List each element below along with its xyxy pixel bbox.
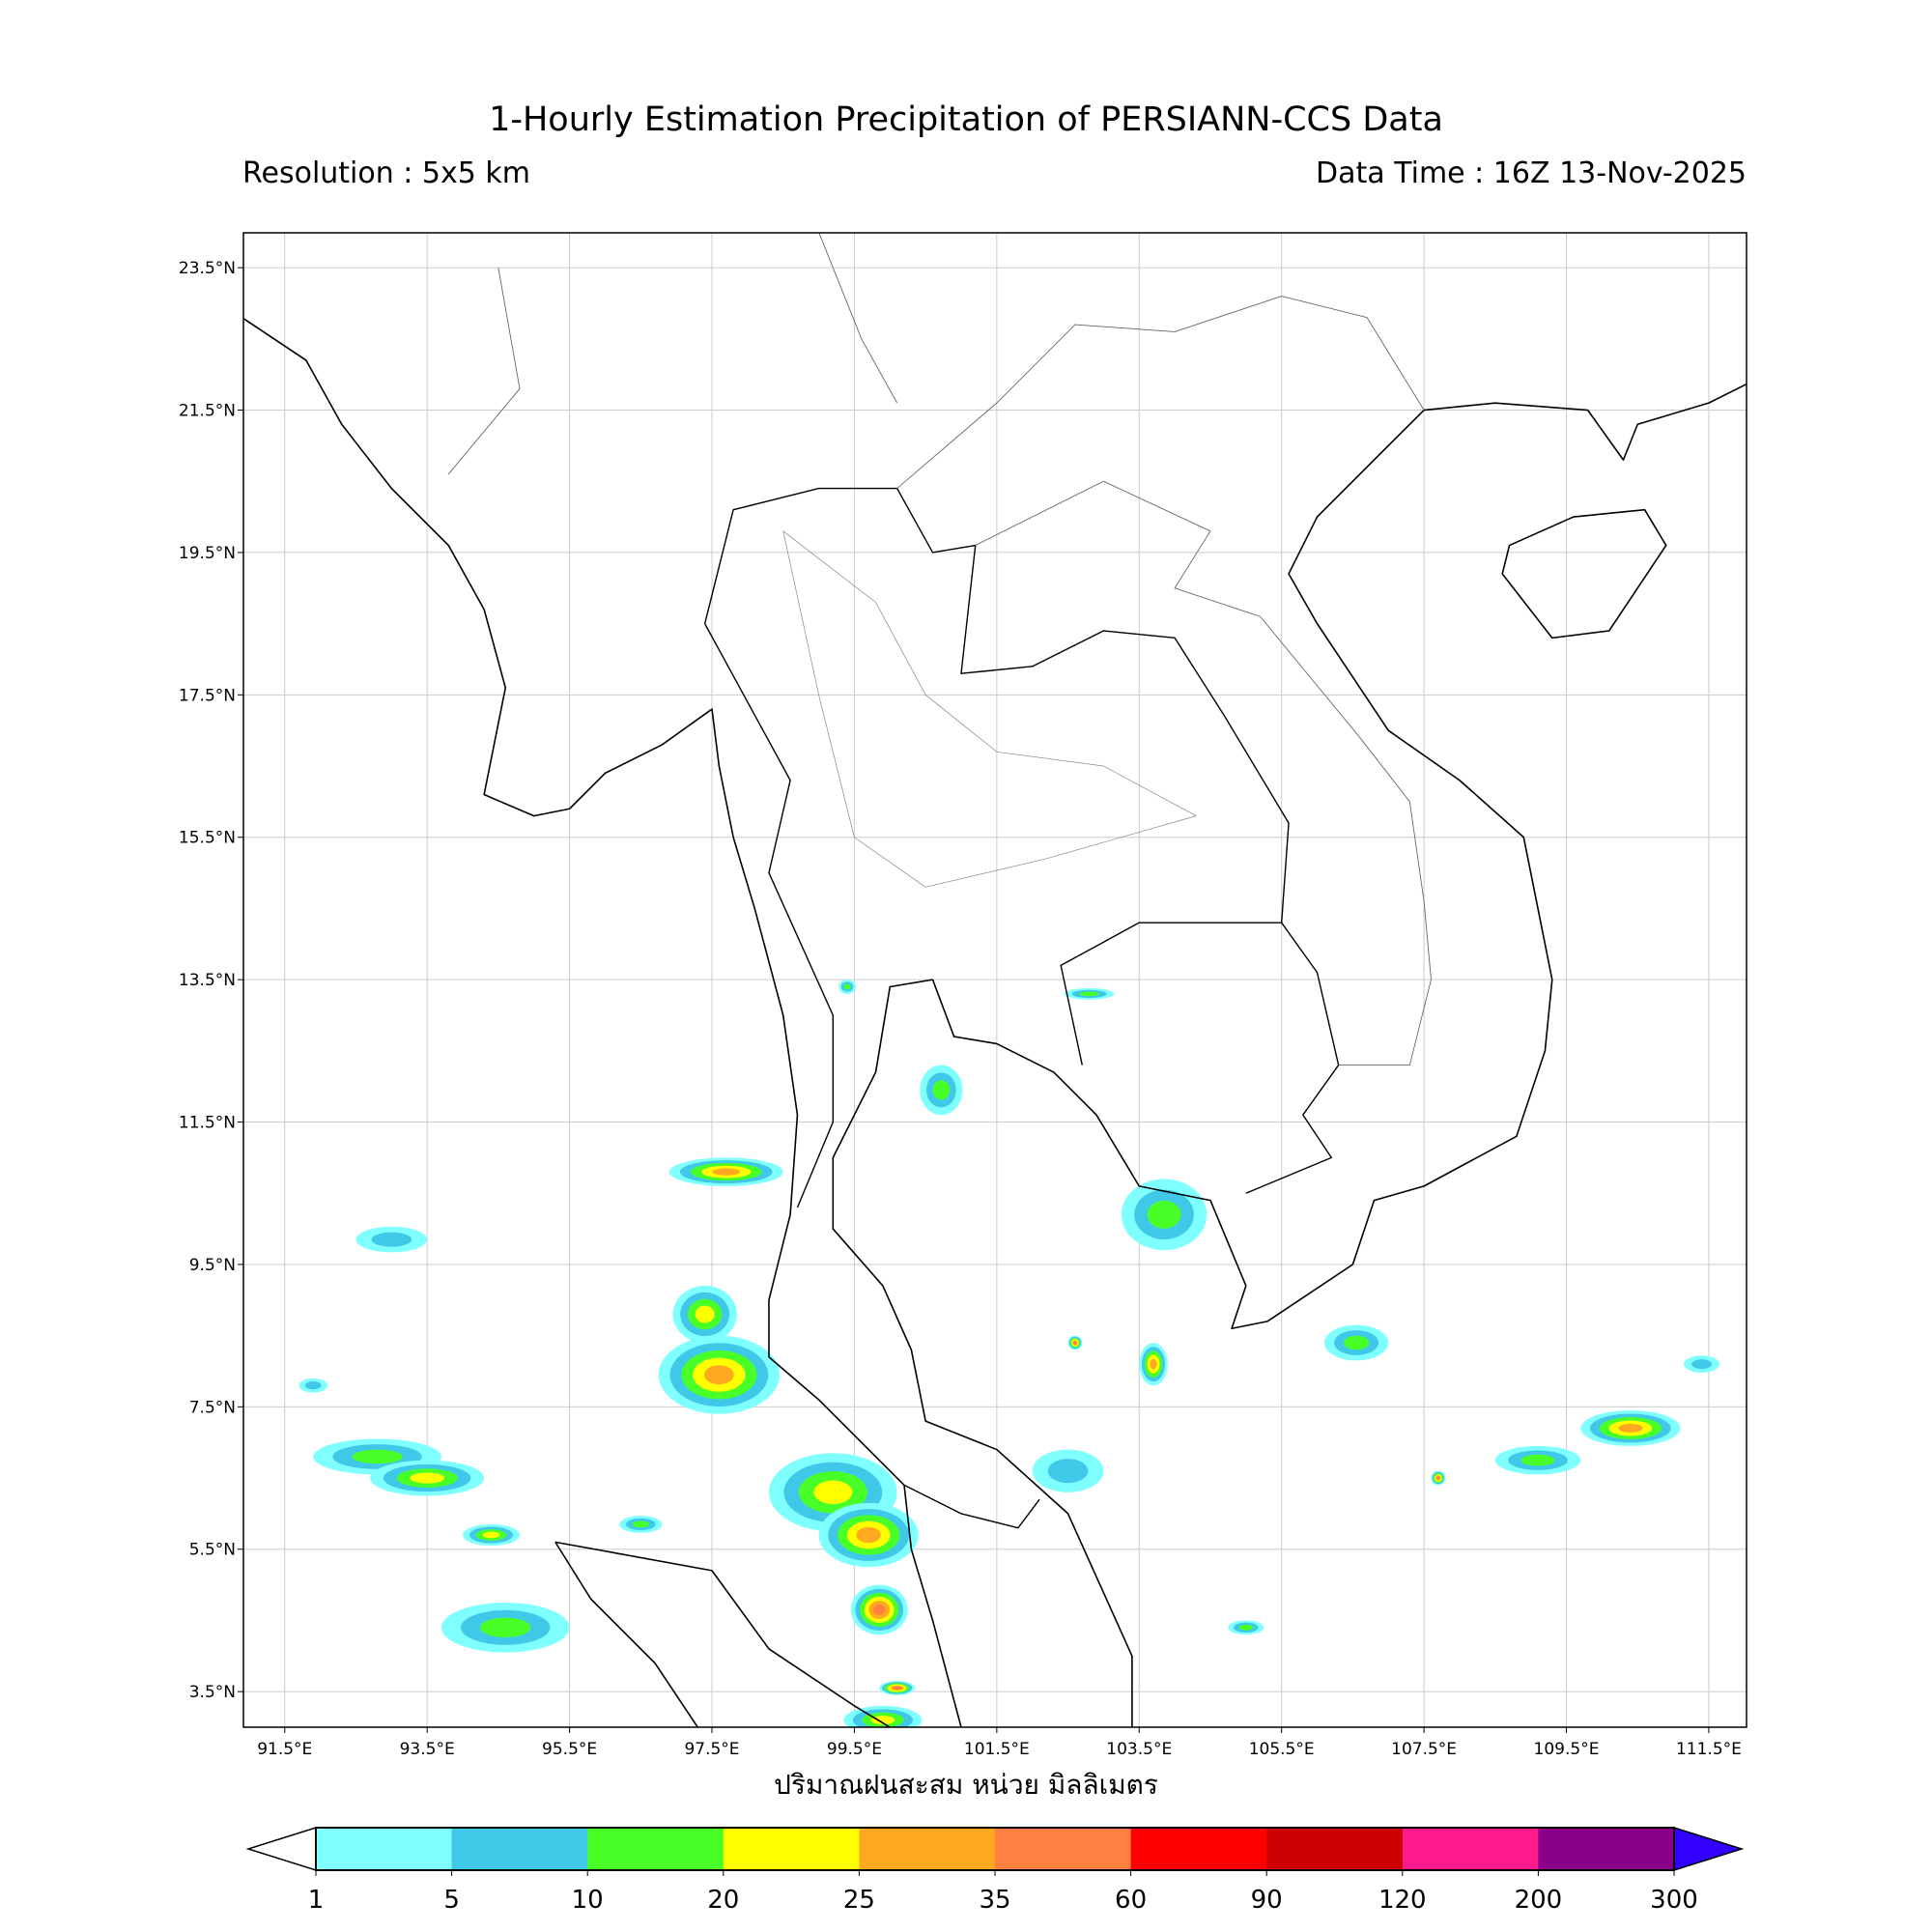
rain-cell (1238, 1624, 1254, 1631)
coastline-or-border (975, 480, 1432, 1066)
lon-tick-label: 97.5°E (684, 1740, 739, 1759)
axis-ticks: 91.5°E 93.5°E 95.5°E 97.5°E 99.5°E 101.5°E 103… (179, 259, 1742, 1759)
coastline-or-border (903, 1484, 1040, 1529)
coastline-or-border (704, 623, 835, 1208)
lat-tick-label: 11.5°N (179, 1114, 236, 1133)
rain-cell (1520, 1454, 1555, 1466)
rain-cell (1047, 1459, 1089, 1484)
colorbar-unit-label: ปริมาณฝนสะสม หน่วย มิลลิเมตร (774, 1769, 1158, 1801)
rain-cell (482, 1531, 500, 1539)
rain-cell (480, 1617, 531, 1637)
lat-tick-label: 21.5°N (179, 402, 236, 421)
rain-cell (813, 1480, 853, 1505)
colorbar-segment (995, 1828, 1132, 1870)
colorbar-segment (316, 1828, 453, 1870)
rain-cell (1150, 1358, 1157, 1370)
colorbar: 1 5 10 20 25 35 60 90 120 200 300 (245, 1826, 1745, 1915)
gridlines (243, 233, 1747, 1727)
colorbar-segment (587, 1828, 724, 1870)
lon-tick-label: 99.5°E (827, 1740, 882, 1759)
coastline-or-border (896, 296, 1425, 489)
lat-tick-label: 5.5°N (189, 1541, 236, 1560)
colorbar-segment (1266, 1828, 1404, 1870)
coastline-or-border (554, 1541, 698, 1727)
lon-tick-label: 101.5°E (964, 1740, 1030, 1759)
colorbar-segment (1130, 1828, 1267, 1870)
colorbar-tick-label: 1 (308, 1886, 325, 1915)
rain-layer (298, 980, 1719, 1727)
rain-cell (856, 1526, 881, 1544)
lat-tick-label: 23.5°N (179, 259, 236, 278)
rain-cell (843, 983, 851, 990)
rain-cell (1344, 1335, 1370, 1350)
rain-cell (1618, 1423, 1643, 1433)
lon-tick-label: 105.5°E (1249, 1740, 1315, 1759)
colorbar-tick-label: 60 (1115, 1886, 1147, 1915)
coastline-or-border (1245, 922, 1340, 1194)
lon-tick-label: 111.5°E (1676, 1740, 1742, 1759)
rain-cell (1691, 1359, 1712, 1370)
rain-cell (410, 1472, 444, 1484)
coastlines (243, 233, 1747, 1727)
data-time-label: Data Time : 16Z 13-Nov-2025 (1316, 156, 1747, 190)
rain-cell (1079, 991, 1099, 997)
lon-tick-label: 91.5°E (257, 1740, 312, 1759)
coastline-or-border (703, 487, 1290, 1065)
colorbar-segment (1538, 1828, 1675, 1870)
colorbar-tick-label: 20 (707, 1886, 739, 1915)
lat-tick-label: 3.5°N (189, 1683, 236, 1702)
rain-cell (932, 1080, 951, 1100)
lat-tick-label: 9.5°N (189, 1256, 236, 1275)
colorbar-tick-label: 90 (1251, 1886, 1283, 1915)
colorbar-tick-label: 25 (843, 1886, 875, 1915)
coastline-or-border (1501, 508, 1667, 639)
rain-cell (1073, 1341, 1077, 1345)
lat-tick-label: 17.5°N (179, 686, 236, 705)
colorbar-tick-label: 120 (1378, 1886, 1427, 1915)
colorbar-segment (451, 1828, 588, 1870)
lon-tick-label: 109.5°E (1534, 1740, 1600, 1759)
rain-cell (695, 1305, 715, 1323)
rain-cell (632, 1520, 650, 1528)
rain-cell (1147, 1200, 1181, 1229)
lat-tick-label: 19.5°N (179, 544, 236, 563)
lon-tick-label: 93.5°E (400, 1740, 455, 1759)
coastline-or-border (243, 317, 962, 1727)
colorbar-segment (859, 1828, 996, 1870)
colorbar-tick-label: 5 (443, 1886, 460, 1915)
coastline-or-border (832, 383, 1747, 1727)
rain-cell (352, 1449, 403, 1464)
rain-cell (1436, 1476, 1440, 1480)
lat-tick-label: 7.5°N (189, 1398, 236, 1417)
rain-cell (371, 1232, 412, 1247)
coastline-or-border (447, 268, 521, 475)
resolution-label: Resolution : 5x5 km (242, 156, 530, 190)
colorbar-under-arrow (245, 1826, 317, 1872)
rain-cell (873, 1605, 886, 1615)
colorbar-tick-label: 300 (1650, 1886, 1698, 1915)
colorbar-tick-label: 10 (572, 1886, 604, 1915)
colorbar-segment (723, 1828, 860, 1870)
coastline-or-border (818, 233, 898, 404)
map-title: 1-Hourly Estimation Precipitation of PER… (489, 100, 1443, 139)
lat-tick-label: 15.5°N (179, 829, 236, 848)
coastline-or-border (782, 530, 1197, 888)
rain-cell (893, 1686, 901, 1690)
colorbar-over-arrow (1673, 1826, 1745, 1872)
rain-cell (712, 1168, 741, 1176)
rain-cell (304, 1381, 322, 1390)
lon-tick-label: 103.5°E (1106, 1740, 1172, 1759)
colorbar-segment (1402, 1828, 1539, 1870)
lon-tick-label: 95.5°E (542, 1740, 597, 1759)
rain-cell (870, 1716, 895, 1725)
rain-cell (704, 1365, 734, 1385)
lat-tick-label: 13.5°N (179, 971, 236, 990)
colorbar-tick-label: 35 (979, 1886, 1010, 1915)
coastline-or-border (554, 1541, 891, 1727)
colorbar-tick-label: 200 (1515, 1886, 1563, 1915)
lon-tick-label: 107.5°E (1391, 1740, 1457, 1759)
